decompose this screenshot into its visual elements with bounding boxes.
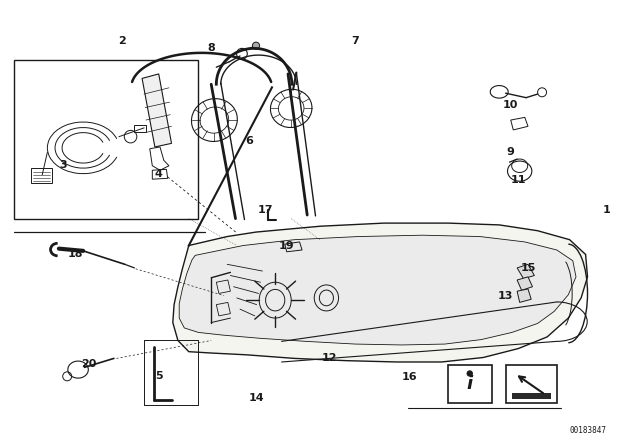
Text: 14: 14	[248, 393, 264, 403]
Text: 2: 2	[118, 36, 125, 46]
Text: 5: 5	[155, 371, 163, 381]
Polygon shape	[517, 264, 534, 279]
Text: 20: 20	[81, 359, 96, 369]
Polygon shape	[173, 223, 588, 362]
Text: 4: 4	[155, 169, 163, 179]
Polygon shape	[179, 235, 576, 345]
Circle shape	[467, 371, 472, 376]
Text: 3: 3	[59, 160, 67, 170]
Text: 8: 8	[207, 43, 215, 53]
Text: 1: 1	[603, 205, 611, 215]
Text: 00183847: 00183847	[570, 426, 607, 435]
Polygon shape	[142, 74, 172, 147]
Text: 17: 17	[258, 205, 273, 215]
Bar	[14, 60, 198, 219]
Text: 16: 16	[402, 372, 417, 382]
Text: 11: 11	[511, 175, 526, 185]
Text: 12: 12	[322, 353, 337, 363]
Bar	[512, 392, 550, 400]
Polygon shape	[517, 289, 531, 302]
Text: 9: 9	[507, 147, 515, 157]
Text: 10: 10	[503, 100, 518, 110]
Text: 18: 18	[68, 250, 83, 259]
Text: 7: 7	[351, 36, 359, 46]
Bar	[506, 365, 557, 403]
Polygon shape	[517, 277, 532, 290]
Text: 13: 13	[498, 291, 513, 301]
Bar	[448, 365, 492, 403]
Text: 6: 6	[246, 136, 253, 146]
Text: 15: 15	[520, 263, 536, 273]
Circle shape	[252, 42, 260, 49]
Text: i: i	[467, 375, 473, 393]
Text: 19: 19	[279, 241, 294, 250]
